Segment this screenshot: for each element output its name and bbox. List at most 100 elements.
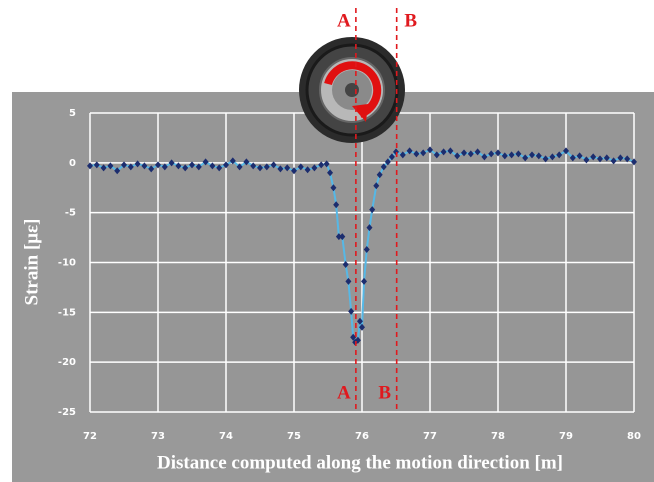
data-point [270,161,277,169]
data-point [342,260,349,268]
data-point [114,167,121,175]
y-tick-label: -25 [58,407,76,418]
data-point [427,146,433,154]
data-point [529,151,535,159]
data-point [420,149,427,157]
data-point [495,149,501,157]
data-point [311,164,318,172]
data-point [318,161,325,169]
data-point [250,162,257,170]
data-point [467,150,474,158]
y-tick-label: 5 [69,108,76,119]
data-point [223,161,229,169]
x-tick-label: 78 [491,431,505,442]
data-point [461,149,467,157]
data-point [454,152,461,160]
data-point [202,158,209,166]
data-point [339,233,346,241]
data-line [89,148,635,344]
x-tick-label: 75 [287,431,301,442]
data-point [141,162,148,170]
data-point [474,148,481,156]
annotation-label: A [337,382,351,403]
x-tick-label: 79 [559,431,573,442]
data-point [359,323,365,331]
y-tick-label: -20 [58,357,76,368]
data-point [447,147,454,155]
data-point [155,161,161,169]
data-point [563,147,569,155]
data-point [236,163,243,171]
data-point [257,164,263,172]
data-point [603,154,610,162]
data-point [522,154,529,162]
data-point [182,164,189,172]
data-point [93,161,100,169]
data-point [440,148,447,156]
data-point [243,158,250,166]
data-point [569,154,576,162]
data-point [384,158,391,166]
data-point [610,157,617,165]
annotation-layer: A A B B [337,8,417,412]
x-tick-label: 73 [151,431,165,442]
y-tick-label: -5 [65,208,76,219]
data-point [284,164,291,172]
data-point [161,163,168,171]
data-point [363,246,370,254]
plot-layer: -25 -20 -15 -10 -5 0 5 72 73 74 75 76 77 78 79 80 [58,108,641,442]
y-tick-label: -15 [58,307,76,318]
data-point [488,150,495,158]
annotation-label: A [337,10,351,31]
data-point [617,154,624,162]
data-point [195,163,202,171]
data-point [433,151,440,159]
data-point [556,151,563,159]
data-point [263,163,270,171]
data-point [335,233,342,241]
data-point [361,277,368,285]
data-point [297,163,304,171]
x-tick-label: 80 [627,431,641,442]
x-axis-label: Distance computed along the motion direc… [157,452,563,473]
data-point [388,153,395,161]
data-point [107,162,114,170]
data-point [333,201,340,209]
data-point [291,167,297,175]
x-tick-label: 74 [219,431,233,442]
data-point [399,151,406,159]
data-point [393,148,399,156]
data-point [376,171,383,179]
data-point [304,166,311,174]
data-point [277,165,284,173]
data-point [590,153,597,161]
data-point [583,156,590,164]
data-point [348,307,355,315]
data-point [576,152,583,160]
data-point [134,160,141,168]
data-point [356,317,363,325]
data-point [175,162,182,170]
x-tick-label: 76 [355,431,369,442]
y-tick-label: -10 [58,258,76,269]
y-tick-label: 0 [69,158,76,169]
data-point [148,165,155,173]
data-point [501,152,508,160]
data-point [323,160,330,168]
data-point [209,162,216,170]
data-point [406,147,413,155]
annotation-label: B [404,10,417,31]
data-point [189,161,195,169]
x-tick-label: 72 [83,431,97,442]
data-point [535,152,542,160]
data-point [369,206,376,214]
data-point [229,157,236,165]
data-point [330,184,337,192]
x-tick-label: 77 [423,431,437,442]
wheel-icon [299,37,405,143]
data-point [216,164,223,172]
data-point [350,333,357,341]
data-point [597,155,603,163]
data-point [345,277,352,285]
